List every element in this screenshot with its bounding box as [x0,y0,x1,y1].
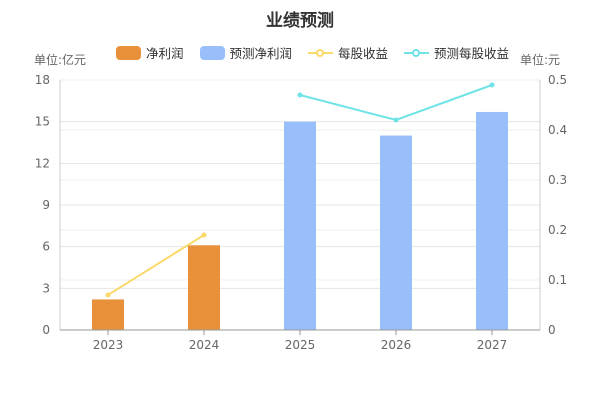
point-forecast-eps [489,82,495,88]
point-forecast-eps [297,92,303,98]
legend-label-forecast-eps: 预测每股收益 [434,46,510,61]
point-eps [201,232,207,238]
left-axis-tick-label: 9 [42,198,50,212]
x-axis-tick-label: 2023 [93,338,124,352]
left-axis-tick-label: 15 [35,115,50,129]
x-axis-tick-label: 2025 [285,338,316,352]
right-axis-tick-label: 0.4 [548,123,567,137]
legend-item-forecast-eps[interactable]: 预测每股收益 [404,43,509,62]
legend-swatch-forecast-net-profit [199,45,225,60]
x-axis-tick-label: 2026 [381,338,412,352]
left-axis-tick-label: 18 [35,73,50,87]
bar-forecast-net-profit [476,111,508,330]
chart-title: 业绩预测 [266,11,334,31]
bar-net-profit [92,299,124,330]
legend-label-forecast-net-profit: 预测净利润 [229,46,293,61]
legend-label-net-profit: 净利润 [146,46,184,61]
point-forecast-eps [393,117,399,123]
right-axis-tick-label: 0.3 [548,173,567,187]
legend-item-forecast-net-profit[interactable]: 预测净利润 [199,43,293,62]
legend-swatch-forecast-eps [404,46,430,60]
left-axis-tick-label: 6 [42,240,50,254]
legend-swatch-net-profit [116,45,141,60]
line-eps [107,234,205,296]
legend: 净利润 预测净利润 每股收益 预测每股收益 [116,43,525,62]
legend-item-eps[interactable]: 每股收益 [308,43,388,62]
left-axis-tick-label: 0 [42,323,50,337]
x-axis-tick-label: 2024 [189,338,220,352]
left-axis-unit: 单位:亿元 [34,53,87,67]
line-forecast-eps [299,84,493,122]
right-axis-tick-label: 0.5 [548,73,567,87]
point-eps [105,292,111,298]
legend-label-eps: 每股收益 [338,46,389,61]
legend-item-net-profit[interactable]: 净利润 [116,43,184,62]
bar-net-profit [188,245,220,330]
right-axis-tick-label: 0.2 [548,223,567,237]
x-axis-tick-label: 2027 [477,338,508,352]
right-axis-tick-label: 0.1 [548,273,567,287]
bar-forecast-net-profit [284,121,316,331]
right-axis-unit: 单位:元 [520,53,561,67]
left-axis-tick-label: 12 [35,156,50,170]
right-axis-tick-label: 0 [548,323,556,337]
bar-forecast-net-profit [380,135,412,330]
left-axis-tick-label: 3 [42,281,50,295]
legend-swatch-eps [308,46,334,60]
